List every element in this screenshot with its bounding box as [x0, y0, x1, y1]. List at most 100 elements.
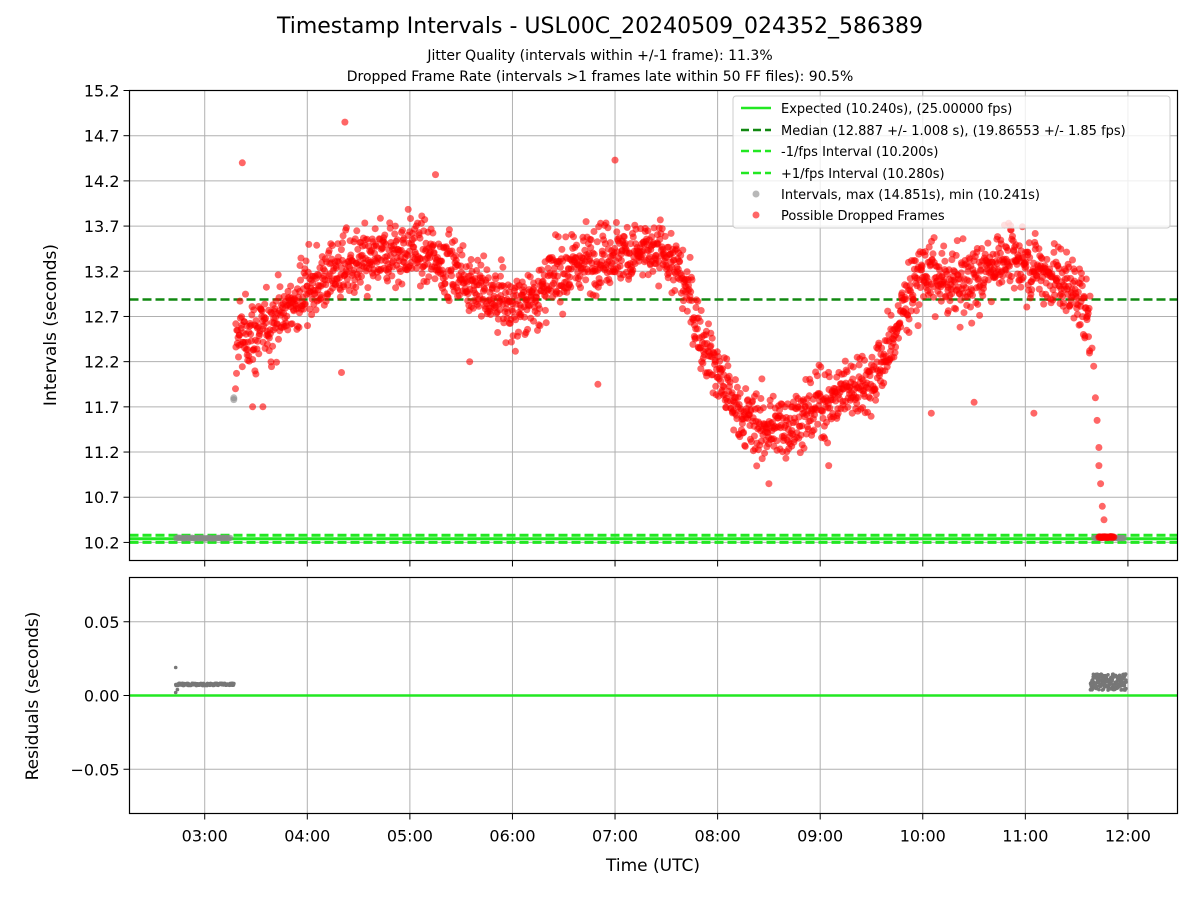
residual-point [1124, 680, 1128, 684]
dropped-frame-point [910, 296, 918, 304]
dropped-frame-point [912, 307, 920, 315]
legend-dropped-label: Possible Dropped Frames [781, 209, 945, 224]
dropped-frame-point [652, 251, 660, 259]
dropped-frame-point [871, 385, 879, 393]
dropped-frame-point [776, 406, 783, 414]
dropped-frame-point [604, 224, 612, 232]
dropped-frame-point [1060, 299, 1067, 307]
dropped-frame-point [970, 398, 978, 406]
dropped-frame-point [648, 233, 656, 241]
dropped-frame-point [247, 330, 255, 338]
dropped-frame-point [967, 303, 974, 311]
dropped-frame-point [441, 280, 449, 288]
legend-median-label: Median (12.887 +/- 1.008 s), (19.86553 +… [781, 124, 1126, 139]
dropped-frame-point [658, 225, 666, 233]
dropped-frame-point [1085, 333, 1092, 341]
dropped-frame-point [843, 368, 851, 376]
dropped-frame-point [302, 257, 310, 265]
dropped-frame-point [872, 396, 880, 404]
dropped-frame-point [467, 256, 475, 263]
dropped-frame-point [521, 313, 528, 321]
dropped-frame-point [448, 272, 455, 280]
dropped-frame-point [597, 279, 605, 287]
dropped-frame-point [562, 233, 570, 241]
dropped-frame-point [594, 380, 602, 388]
dropped-frame-point [978, 245, 986, 252]
dropped-frame-point [905, 315, 913, 323]
dropped-frame-point [483, 266, 491, 274]
dropped-frame-point [322, 297, 330, 305]
x-tick-label: 10:00 [900, 827, 946, 846]
dropped-frame-point [432, 171, 439, 179]
dropped-frame-point [813, 372, 821, 380]
dropped-frame-point [765, 480, 773, 488]
dropped-frame-point [656, 216, 664, 224]
dropped-frame-point [502, 339, 510, 347]
dropped-frame-point [332, 264, 340, 272]
dropped-frame-point [391, 222, 399, 230]
dropped-frame-point [676, 258, 684, 266]
dropped-frame-point [639, 271, 647, 279]
dropped-frame-point [773, 437, 781, 445]
dropped-frame-point [976, 311, 984, 319]
dropped-frame-point [1022, 258, 1030, 266]
dropped-frame-point [759, 404, 767, 412]
dropped-frame-point [343, 275, 351, 283]
dropped-frame-point [689, 340, 697, 348]
dropped-frame-point [952, 251, 960, 259]
dropped-frame-point [505, 288, 513, 296]
dropped-frame-point [358, 272, 365, 280]
dropped-frame-point [573, 241, 580, 249]
dropped-frame-point [593, 238, 601, 246]
dropped-frame-point [556, 263, 564, 271]
dropped-frame-point [287, 282, 295, 290]
dropped-frame-point [671, 287, 679, 294]
dropped-frame-point [887, 311, 895, 319]
dropped-frame-point [466, 358, 474, 366]
dropped-frame-point [683, 307, 691, 315]
dropped-frame-point [841, 357, 849, 365]
dropped-frame-point [948, 256, 956, 264]
dropped-frame-point [753, 462, 761, 470]
dropped-frame-point [927, 409, 935, 417]
dropped-frame-point [824, 439, 832, 447]
dropped-frame-point [1026, 254, 1034, 261]
dropped-frame-point [536, 322, 544, 330]
dropped-frame-point [611, 156, 619, 164]
dropped-frame-point [262, 319, 270, 327]
dropped-frame-point [576, 272, 584, 280]
dropped-frame-point [616, 262, 624, 270]
dropped-frame-point [872, 390, 880, 398]
dropped-frame-point [542, 293, 550, 301]
dropped-frame-point [269, 342, 277, 350]
dropped-frame-point [620, 233, 628, 241]
dropped-frame-point [296, 262, 304, 269]
residual-point [1124, 686, 1128, 691]
dropped-frame-point [741, 442, 749, 450]
dropped-frame-point [725, 372, 733, 380]
dropped-frame-point [930, 234, 938, 242]
dropped-frame-point [1074, 288, 1082, 296]
normal-interval-point [1120, 534, 1128, 542]
dropped-frame-point [259, 403, 267, 411]
dropped-frame-point [655, 282, 663, 290]
dropped-frame-point [807, 379, 815, 387]
dropped-frame-point [459, 242, 467, 250]
dropped-frame-point [304, 322, 311, 330]
dropped-frame-point [308, 311, 316, 319]
x-tick-label: 07:00 [592, 827, 638, 846]
dropped-frame-point [915, 301, 923, 309]
dropped-frame-point [273, 358, 280, 366]
dropped-frame-point [236, 297, 244, 305]
dropped-frame-point [429, 229, 437, 237]
dropped-frame-point [1025, 239, 1033, 247]
dropped-frame-point [339, 232, 347, 240]
dropped-frame-point [371, 225, 379, 233]
dropped-frame-point [757, 395, 765, 402]
dropped-frame-point [473, 267, 481, 274]
dropped-frame-point [374, 274, 382, 281]
dropped-frame-point [798, 422, 806, 430]
dropped-frame-point [930, 293, 937, 301]
dropped-frame-point [418, 269, 426, 277]
dropped-frame-point [587, 244, 595, 252]
